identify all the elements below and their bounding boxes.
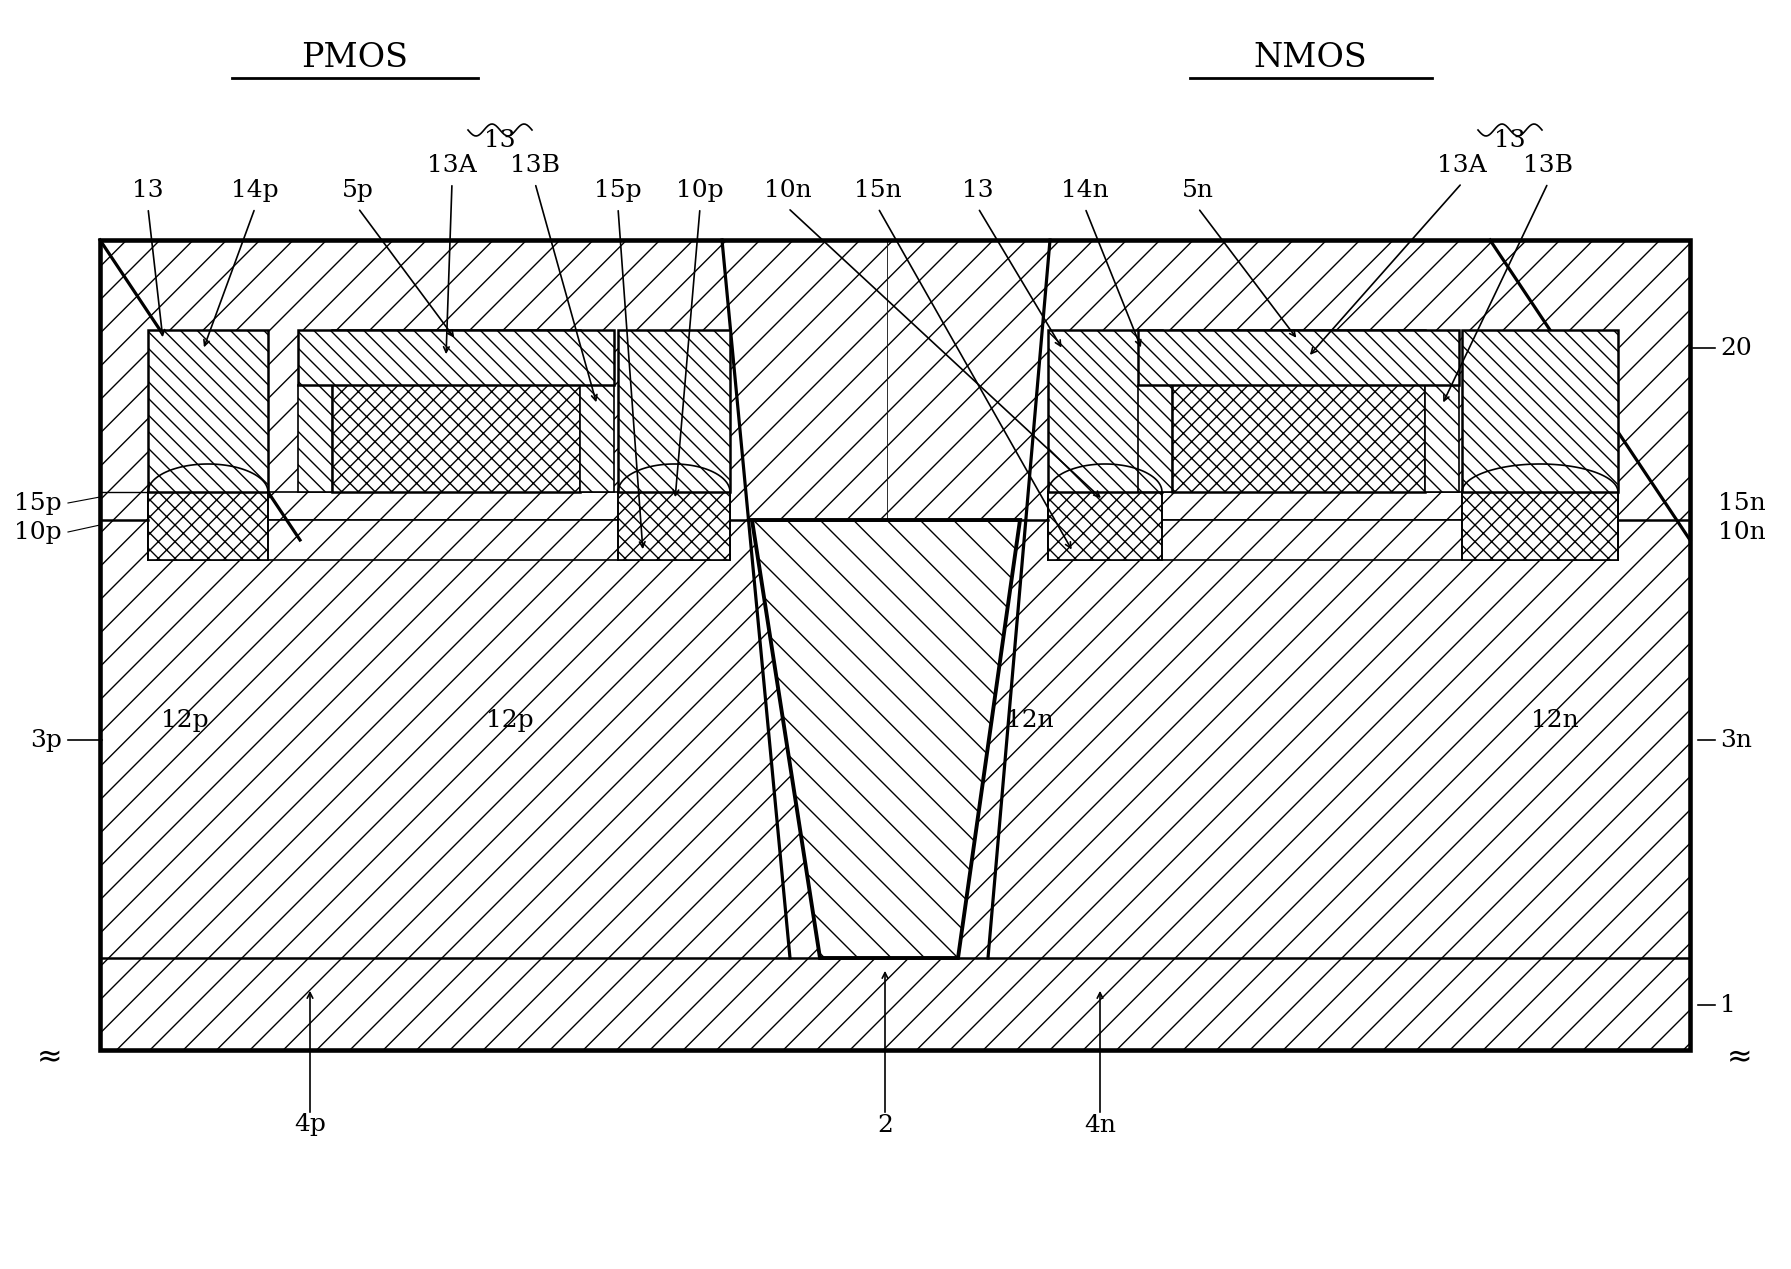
Polygon shape [618, 464, 731, 492]
Polygon shape [1048, 464, 1162, 492]
Text: 13: 13 [133, 179, 163, 202]
Bar [618, 330, 731, 492]
Bar [149, 330, 269, 492]
Text: 4n: 4n [1084, 1113, 1116, 1137]
Text: 14n: 14n [1060, 179, 1109, 202]
Bar [149, 520, 731, 560]
Text: 12p: 12p [485, 708, 534, 731]
Text: 13B: 13B [1522, 154, 1572, 176]
Text: PMOS: PMOS [301, 42, 408, 74]
Text: 15n: 15n [1718, 491, 1766, 514]
Text: 13: 13 [484, 128, 516, 151]
Bar [297, 385, 331, 492]
Polygon shape [618, 464, 731, 492]
Text: 13: 13 [962, 179, 994, 202]
Text: 13A: 13A [426, 154, 476, 176]
Polygon shape [1461, 464, 1617, 492]
Bar [1048, 520, 1617, 560]
Polygon shape [149, 464, 269, 492]
Polygon shape [100, 240, 887, 958]
Text: 13A: 13A [1436, 154, 1487, 176]
Text: 5n: 5n [1182, 179, 1214, 202]
Text: 10n: 10n [765, 179, 811, 202]
Polygon shape [100, 958, 1691, 1049]
Polygon shape [1461, 464, 1617, 492]
Polygon shape [149, 464, 269, 492]
Bar [1048, 330, 1162, 492]
Text: 15n: 15n [854, 179, 903, 202]
Text: ≈: ≈ [1727, 1043, 1753, 1072]
Text: 4p: 4p [294, 1113, 326, 1137]
Polygon shape [1048, 464, 1162, 492]
Bar [1048, 492, 1617, 520]
Text: NMOS: NMOS [1254, 42, 1367, 74]
Text: 13: 13 [1494, 128, 1526, 151]
Text: 3n: 3n [1719, 728, 1752, 751]
Text: 20: 20 [1719, 336, 1752, 359]
Text: 10n: 10n [1718, 520, 1766, 543]
Text: 3p: 3p [30, 728, 63, 751]
Polygon shape [887, 240, 1691, 958]
Bar [1461, 330, 1617, 492]
Text: 10p: 10p [677, 179, 724, 202]
Bar [1171, 330, 1426, 492]
Bar [618, 492, 731, 560]
Text: 12n: 12n [1531, 708, 1580, 731]
Text: 5p: 5p [342, 179, 374, 202]
Text: 12n: 12n [1007, 708, 1053, 731]
Bar [149, 492, 269, 560]
Text: 1: 1 [1719, 994, 1735, 1016]
Bar [1137, 330, 1460, 385]
Bar [580, 385, 614, 492]
Text: 15p: 15p [14, 491, 63, 514]
Bar [149, 492, 731, 520]
Text: 2: 2 [878, 1113, 894, 1137]
Bar [1461, 492, 1617, 560]
Polygon shape [752, 520, 1021, 958]
Text: ≈: ≈ [38, 1043, 63, 1072]
Bar [1048, 492, 1162, 560]
Bar [331, 330, 580, 492]
Text: 15p: 15p [595, 179, 641, 202]
Bar [1137, 385, 1171, 492]
Bar [297, 330, 614, 385]
Text: 13B: 13B [510, 154, 561, 176]
Text: 12p: 12p [161, 708, 210, 731]
Text: 10p: 10p [14, 520, 63, 543]
Text: 14p: 14p [231, 179, 279, 202]
Bar [1426, 385, 1460, 492]
